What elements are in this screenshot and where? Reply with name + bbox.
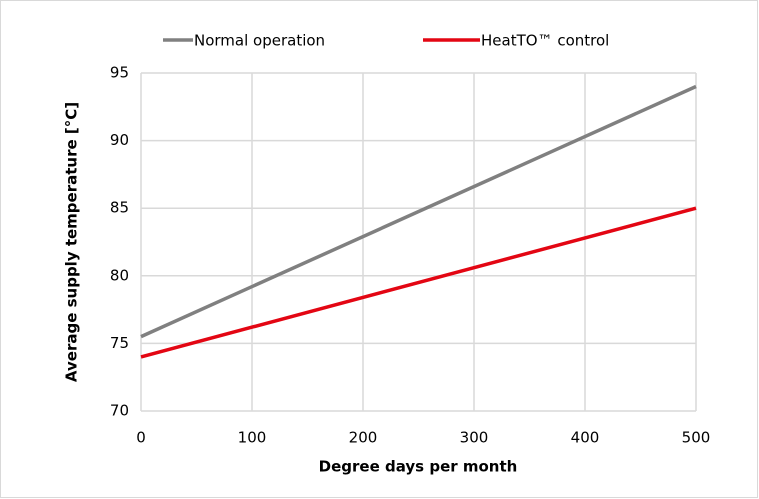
series-line bbox=[140, 206, 697, 359]
series-line bbox=[140, 84, 697, 339]
y-tick-label: 85 bbox=[110, 199, 129, 217]
y-tick-label: 80 bbox=[110, 266, 129, 284]
x-axis-label: Degree days per month bbox=[319, 458, 518, 476]
y-axis-label: Average supply temperature [°C] bbox=[63, 102, 81, 382]
y-tick-label: 95 bbox=[110, 64, 129, 82]
x-tick-label: 0 bbox=[136, 429, 146, 447]
x-tick-label: 300 bbox=[460, 429, 489, 447]
legend-label: Normal operation bbox=[194, 32, 325, 50]
x-tick-label: 100 bbox=[238, 429, 267, 447]
x-tick-label: 200 bbox=[349, 429, 378, 447]
y-tick-label: 75 bbox=[110, 334, 129, 352]
x-tick-label: 400 bbox=[571, 429, 600, 447]
legend-label: HeatTO™ control bbox=[481, 32, 609, 50]
y-tick-label: 70 bbox=[110, 402, 129, 420]
x-tick-label: 500 bbox=[682, 429, 711, 447]
y-tick-label: 90 bbox=[110, 131, 129, 149]
